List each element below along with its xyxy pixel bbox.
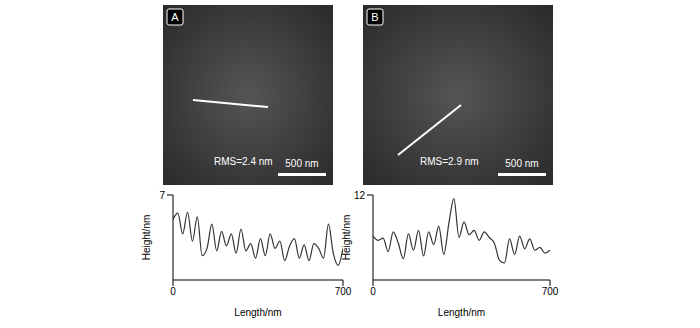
svg-text:700: 700	[335, 286, 352, 297]
svg-text:0: 0	[170, 286, 176, 297]
svg-text:Length/nm: Length/nm	[438, 307, 485, 318]
svg-text:500 nm: 500 nm	[505, 158, 538, 169]
svg-text:12: 12	[354, 190, 366, 201]
svg-text:RMS=2.9 nm: RMS=2.9 nm	[420, 156, 479, 167]
svg-text:A: A	[171, 11, 179, 23]
svg-text:7: 7	[159, 190, 165, 201]
svg-text:700: 700	[542, 286, 559, 297]
svg-text:RMS=2.4 nm: RMS=2.4 nm	[214, 156, 273, 167]
svg-text:Height/nm: Height/nm	[141, 215, 152, 261]
svg-text:Height/nm: Height/nm	[341, 215, 352, 261]
svg-text:B: B	[371, 11, 378, 23]
svg-text:0: 0	[370, 286, 376, 297]
svg-text:Length/nm: Length/nm	[234, 307, 281, 318]
svg-text:500 nm: 500 nm	[285, 158, 318, 169]
